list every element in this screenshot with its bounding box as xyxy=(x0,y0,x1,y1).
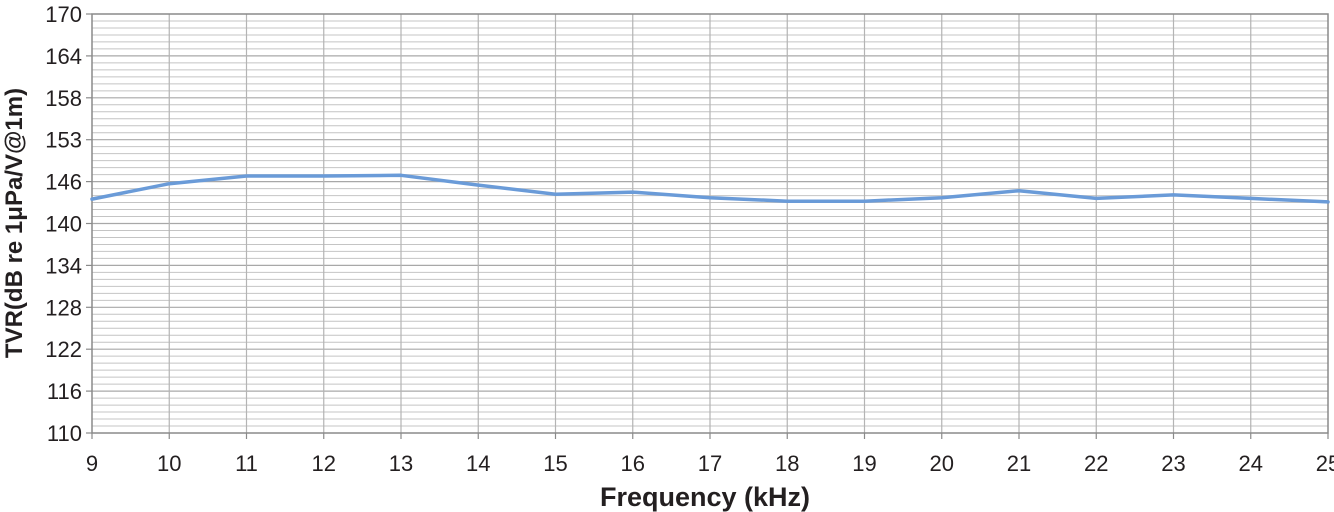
x-tick-label: 25 xyxy=(1316,451,1334,476)
y-tick-label: 170 xyxy=(45,2,82,27)
y-tick-label: 158 xyxy=(45,86,82,111)
tvr-series-line xyxy=(90,173,1330,204)
y-tick-label: 116 xyxy=(47,379,82,404)
x-tick-label: 22 xyxy=(1084,451,1108,476)
y-tick-label: 164 xyxy=(45,44,82,69)
x-tick-label: 9 xyxy=(86,451,98,476)
major-gridlines xyxy=(92,14,1328,433)
series-layer xyxy=(90,173,1330,204)
y-tick-label: 110 xyxy=(47,421,82,446)
x-tick-label: 11 xyxy=(235,451,258,476)
x-tick-label: 10 xyxy=(157,451,181,476)
y-tick-label: 140 xyxy=(45,212,82,237)
x-tick-label: 16 xyxy=(621,451,645,476)
x-tick-label: 24 xyxy=(1239,451,1263,476)
x-tick-label: 20 xyxy=(930,451,954,476)
y-tick-label: 122 xyxy=(45,337,82,362)
y-tick-label: 128 xyxy=(45,295,82,320)
x-tick-label: 14 xyxy=(466,451,490,476)
x-tick-label: 17 xyxy=(698,451,722,476)
axes xyxy=(86,13,1329,439)
y-tick-label: 153 xyxy=(45,128,82,153)
x-tick-label: 19 xyxy=(852,451,876,476)
x-tick-label: 15 xyxy=(543,451,567,476)
x-tick-label: 12 xyxy=(312,451,336,476)
x-tick-label: 23 xyxy=(1161,451,1185,476)
y-tick-label: 146 xyxy=(45,170,82,195)
y-tick-labels: 110 116 122 128 134 140 146 153 158 164 170 xyxy=(45,2,82,446)
x-tick-label: 18 xyxy=(775,451,799,476)
x-tick-labels: 9 10 11 12 13 14 15 16 17 18 19 20 21 22 23 24 25 xyxy=(86,451,1334,476)
x-tick-label: 13 xyxy=(389,451,413,476)
y-tick-label: 134 xyxy=(45,253,82,278)
x-axis-title: Frequency (kHz) xyxy=(600,482,810,512)
x-tick-label: 21 xyxy=(1007,451,1031,476)
y-axis-title: TVR(dB re 1μPa/V@1m) xyxy=(1,88,28,358)
